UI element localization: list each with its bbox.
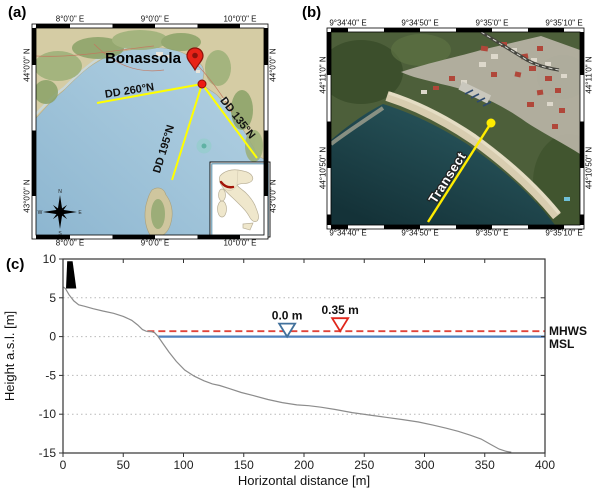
x-axis-label: Horizontal distance [m] — [238, 473, 370, 488]
x-tick-label: 150 — [234, 458, 254, 472]
compass-e: E — [78, 210, 82, 216]
y-tick-label: 0 — [49, 330, 56, 344]
bonassola-label: Bonassola — [105, 50, 182, 67]
dd-195-line — [171, 83, 203, 181]
y-tick-label: -5 — [45, 368, 56, 382]
x-tick-label: 400 — [535, 458, 555, 472]
panel-b-label: (b) — [302, 4, 322, 21]
x-tick-label: 250 — [354, 458, 374, 472]
lon-tick-label: 9°35'10" E — [545, 18, 583, 28]
x-tick-label: 50 — [117, 458, 131, 472]
y-axis-label: Height a.s.l. [m] — [2, 311, 17, 401]
capraia-island-marker — [196, 138, 212, 154]
sicily — [242, 222, 254, 231]
water-level-marker-label: 0.35 m — [321, 303, 358, 317]
x-tick-label: 350 — [475, 458, 495, 472]
lat-tick-label: 44°10'50" N — [318, 146, 328, 190]
lat-tick-label: 44°0'0" N — [268, 48, 278, 82]
transect-site-dot — [197, 79, 207, 89]
water-level-marker — [330, 317, 350, 333]
lon-tick-label: 9°34'40" E — [329, 18, 367, 28]
wave-direction-lines — [96, 83, 258, 181]
corsica-inset — [218, 188, 226, 202]
lat-tick-label: 44°11'0" N — [584, 56, 594, 94]
corsica-island — [144, 187, 173, 236]
beach-area — [385, 91, 561, 220]
transect-start-marker — [486, 118, 496, 128]
y-tick-label: 5 — [49, 291, 56, 305]
lat-tick-label: 44°10'50" N — [584, 146, 594, 190]
compass-n: N — [58, 189, 62, 195]
lon-tick-label: 9°34'50" E — [401, 18, 439, 28]
compass-w: W — [38, 210, 43, 216]
water-level-marker-label: 0.0 m — [272, 309, 303, 323]
sardinia — [217, 200, 227, 218]
map-frame — [31, 23, 269, 240]
lon-tick-label: 9°34'50" E — [401, 228, 439, 238]
water-level-marker — [277, 322, 297, 339]
x-tick-label: 100 — [173, 458, 193, 472]
italy-inset-map — [209, 161, 271, 238]
plot-border — [62, 258, 546, 454]
y-tick-label: 10 — [43, 252, 57, 266]
lon-tick-label: 8°0'0" E — [55, 238, 85, 248]
lat-tick-label: 44°11'0" N — [318, 56, 328, 94]
bay-water — [331, 104, 555, 225]
mainland-liguria — [34, 27, 265, 162]
structure-silhouette — [66, 261, 77, 289]
lon-tick-label: 8°0'0" E — [55, 14, 85, 24]
lon-tick-label: 9°0'0" E — [140, 14, 170, 24]
lat-tick-label: 43°0'0" N — [22, 179, 32, 213]
lon-tick-label: 9°35'10" E — [545, 228, 583, 238]
dd-135-line — [201, 83, 258, 159]
panel-c-label: (c) — [6, 256, 25, 273]
lon-tick-label: 9°35'0" E — [475, 18, 509, 28]
lon-tick-label: 9°35'0" E — [475, 228, 509, 238]
panel-a-label: (a) — [8, 4, 27, 21]
x-tick-label: 200 — [294, 458, 314, 472]
transect-line — [426, 122, 493, 223]
y-tick-label: -10 — [39, 407, 57, 421]
liguria-highlight — [219, 180, 235, 189]
lon-tick-label: 10°0'0" E — [223, 238, 257, 248]
lon-tick-label: 10°0'0" E — [223, 14, 257, 24]
lat-tick-label: 44°0'0" N — [22, 48, 32, 82]
compass-s: S — [58, 231, 62, 237]
x-tick-label: 300 — [414, 458, 434, 472]
panel-a-map: DD 260°N DD 195°N DD 135°N Bonassola — [31, 23, 271, 240]
map-frame — [326, 27, 585, 230]
city-patches — [156, 52, 227, 101]
y-tick-label: -15 — [39, 446, 57, 460]
marina-lot — [458, 81, 492, 104]
beach-profile-line — [62, 286, 512, 453]
panel-b-map: Transect — [326, 27, 585, 230]
pool — [564, 197, 570, 201]
lon-tick-label: 9°34'40" E — [329, 228, 367, 238]
rocky-headland — [331, 106, 385, 146]
x-tick-label: 0 — [60, 458, 67, 472]
location-pin-icon — [186, 47, 204, 72]
railway-line — [480, 32, 560, 72]
mhws-label: MHWS — [549, 324, 587, 338]
italy-outline — [219, 169, 259, 222]
lon-tick-label: 9°0'0" E — [140, 238, 170, 248]
dd-260-line — [96, 83, 203, 104]
boat-rows — [464, 89, 492, 107]
msl-label: MSL — [549, 337, 574, 351]
compass-rose-icon: N E S W — [38, 189, 83, 237]
